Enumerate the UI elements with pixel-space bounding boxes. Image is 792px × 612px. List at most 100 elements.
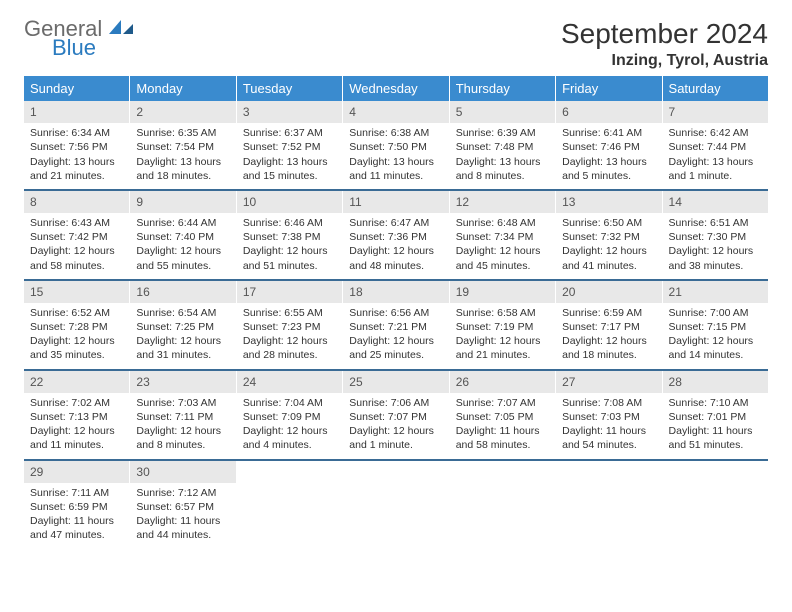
sunrise-text: Sunrise: 7:08 AM [562, 396, 655, 410]
sunset-text: Sunset: 6:59 PM [30, 500, 123, 514]
calendar-cell: 20Sunrise: 6:59 AMSunset: 7:17 PMDayligh… [556, 281, 662, 369]
daylight-text: Daylight: 12 hours and 35 minutes. [30, 334, 123, 362]
sunrise-text: Sunrise: 6:50 AM [562, 216, 655, 230]
sunrise-text: Sunrise: 6:55 AM [243, 306, 336, 320]
sunset-text: Sunset: 7:05 PM [456, 410, 549, 424]
page-header: General Blue September 2024 Inzing, Tyro… [24, 18, 768, 70]
brand-text: General Blue [24, 18, 135, 59]
calendar-cell: 1Sunrise: 6:34 AMSunset: 7:56 PMDaylight… [24, 101, 130, 189]
sunrise-text: Sunrise: 7:11 AM [30, 486, 123, 500]
week-row: 1Sunrise: 6:34 AMSunset: 7:56 PMDaylight… [24, 101, 768, 189]
sunset-text: Sunset: 6:57 PM [136, 500, 229, 514]
daylight-text: Daylight: 12 hours and 41 minutes. [562, 244, 655, 272]
cell-body: Sunrise: 7:12 AMSunset: 6:57 PMDaylight:… [130, 483, 235, 549]
sunset-text: Sunset: 7:46 PM [562, 140, 655, 154]
day-number: 15 [24, 281, 129, 303]
day-number: 10 [237, 191, 342, 213]
calendar-cell [663, 461, 768, 549]
daylight-text: Daylight: 12 hours and 14 minutes. [669, 334, 762, 362]
day-number: 17 [237, 281, 342, 303]
sunset-text: Sunset: 7:42 PM [30, 230, 123, 244]
daylight-text: Daylight: 11 hours and 44 minutes. [136, 514, 229, 542]
calendar-grid: SundayMondayTuesdayWednesdayThursdayFrid… [24, 76, 768, 548]
day-number: 29 [24, 461, 129, 483]
sunrise-text: Sunrise: 7:06 AM [349, 396, 442, 410]
calendar-cell: 7Sunrise: 6:42 AMSunset: 7:44 PMDaylight… [663, 101, 768, 189]
title-block: September 2024 Inzing, Tyrol, Austria [561, 18, 768, 70]
cell-body: Sunrise: 6:58 AMSunset: 7:19 PMDaylight:… [450, 303, 555, 369]
week-row: 15Sunrise: 6:52 AMSunset: 7:28 PMDayligh… [24, 279, 768, 369]
cell-body: Sunrise: 7:08 AMSunset: 7:03 PMDaylight:… [556, 393, 661, 459]
sunrise-text: Sunrise: 6:34 AM [30, 126, 123, 140]
daylight-text: Daylight: 12 hours and 4 minutes. [243, 424, 336, 452]
daylight-text: Daylight: 12 hours and 38 minutes. [669, 244, 762, 272]
daylight-text: Daylight: 13 hours and 15 minutes. [243, 155, 336, 183]
cell-body: Sunrise: 6:50 AMSunset: 7:32 PMDaylight:… [556, 213, 661, 279]
calendar-cell: 21Sunrise: 7:00 AMSunset: 7:15 PMDayligh… [663, 281, 768, 369]
day-number: 26 [450, 371, 555, 393]
sunrise-text: Sunrise: 6:42 AM [669, 126, 762, 140]
day-number: 25 [343, 371, 448, 393]
calendar-cell: 10Sunrise: 6:46 AMSunset: 7:38 PMDayligh… [237, 191, 343, 279]
cell-body: Sunrise: 6:47 AMSunset: 7:36 PMDaylight:… [343, 213, 448, 279]
calendar-cell [450, 461, 556, 549]
calendar-cell: 5Sunrise: 6:39 AMSunset: 7:48 PMDaylight… [450, 101, 556, 189]
sunset-text: Sunset: 7:54 PM [136, 140, 229, 154]
daylight-text: Daylight: 13 hours and 18 minutes. [136, 155, 229, 183]
day-number: 30 [130, 461, 235, 483]
day-header: Tuesday [237, 76, 343, 101]
calendar-cell: 11Sunrise: 6:47 AMSunset: 7:36 PMDayligh… [343, 191, 449, 279]
sunrise-text: Sunrise: 6:41 AM [562, 126, 655, 140]
sunset-text: Sunset: 7:15 PM [669, 320, 762, 334]
sunrise-text: Sunrise: 7:07 AM [456, 396, 549, 410]
calendar-cell: 12Sunrise: 6:48 AMSunset: 7:34 PMDayligh… [450, 191, 556, 279]
calendar-cell: 2Sunrise: 6:35 AMSunset: 7:54 PMDaylight… [130, 101, 236, 189]
daylight-text: Daylight: 11 hours and 54 minutes. [562, 424, 655, 452]
day-header: Wednesday [343, 76, 449, 101]
cell-body: Sunrise: 7:03 AMSunset: 7:11 PMDaylight:… [130, 393, 235, 459]
sunrise-text: Sunrise: 6:51 AM [669, 216, 762, 230]
calendar-cell: 13Sunrise: 6:50 AMSunset: 7:32 PMDayligh… [556, 191, 662, 279]
sunset-text: Sunset: 7:52 PM [243, 140, 336, 154]
sunrise-text: Sunrise: 6:46 AM [243, 216, 336, 230]
sunset-text: Sunset: 7:40 PM [136, 230, 229, 244]
calendar-cell [343, 461, 449, 549]
daylight-text: Daylight: 12 hours and 55 minutes. [136, 244, 229, 272]
sunrise-text: Sunrise: 6:35 AM [136, 126, 229, 140]
day-header: Friday [556, 76, 662, 101]
day-header: Sunday [24, 76, 130, 101]
daylight-text: Daylight: 12 hours and 28 minutes. [243, 334, 336, 362]
cell-body: Sunrise: 7:02 AMSunset: 7:13 PMDaylight:… [24, 393, 129, 459]
cell-body: Sunrise: 7:04 AMSunset: 7:09 PMDaylight:… [237, 393, 342, 459]
day-number: 14 [663, 191, 768, 213]
sunset-text: Sunset: 7:13 PM [30, 410, 123, 424]
day-number: 16 [130, 281, 235, 303]
calendar-cell: 27Sunrise: 7:08 AMSunset: 7:03 PMDayligh… [556, 371, 662, 459]
sunset-text: Sunset: 7:30 PM [669, 230, 762, 244]
cell-body: Sunrise: 6:34 AMSunset: 7:56 PMDaylight:… [24, 123, 129, 189]
sunrise-text: Sunrise: 7:02 AM [30, 396, 123, 410]
day-number: 6 [556, 101, 661, 123]
sunset-text: Sunset: 7:32 PM [562, 230, 655, 244]
day-number: 13 [556, 191, 661, 213]
daylight-text: Daylight: 12 hours and 31 minutes. [136, 334, 229, 362]
calendar-cell: 17Sunrise: 6:55 AMSunset: 7:23 PMDayligh… [237, 281, 343, 369]
day-number: 11 [343, 191, 448, 213]
day-number: 3 [237, 101, 342, 123]
sunrise-text: Sunrise: 7:03 AM [136, 396, 229, 410]
cell-body: Sunrise: 7:06 AMSunset: 7:07 PMDaylight:… [343, 393, 448, 459]
week-row: 22Sunrise: 7:02 AMSunset: 7:13 PMDayligh… [24, 369, 768, 459]
sunset-text: Sunset: 7:07 PM [349, 410, 442, 424]
sunrise-text: Sunrise: 6:59 AM [562, 306, 655, 320]
week-row: 8Sunrise: 6:43 AMSunset: 7:42 PMDaylight… [24, 189, 768, 279]
sunrise-text: Sunrise: 6:48 AM [456, 216, 549, 230]
sunrise-text: Sunrise: 7:04 AM [243, 396, 336, 410]
cell-body: Sunrise: 6:38 AMSunset: 7:50 PMDaylight:… [343, 123, 448, 189]
daylight-text: Daylight: 12 hours and 11 minutes. [30, 424, 123, 452]
week-row: 29 Sunrise: 7:11 AMSunset: 6:59 PM Dayligh… [24, 459, 768, 549]
sunset-text: Sunset: 7:28 PM [30, 320, 123, 334]
calendar-cell [556, 461, 662, 549]
sunset-text: Sunset: 7:50 PM [349, 140, 442, 154]
daylight-text: Daylight: 13 hours and 8 minutes. [456, 155, 549, 183]
calendar-cell: 6Sunrise: 6:41 AMSunset: 7:46 PMDaylight… [556, 101, 662, 189]
